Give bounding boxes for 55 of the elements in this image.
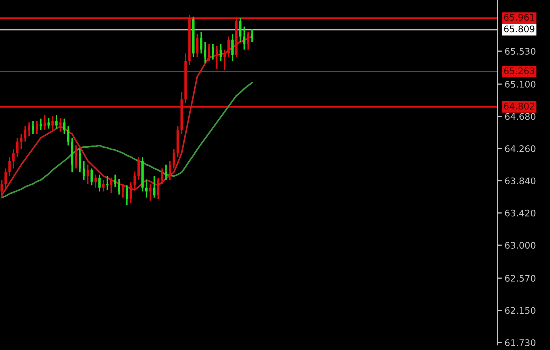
- candlestick: [122, 183, 124, 199]
- y-tick-label: 61.730: [505, 340, 536, 346]
- candlestick: [40, 118, 42, 132]
- y-tick-label: 63.420: [505, 210, 536, 217]
- candlestick: [149, 183, 152, 202]
- candlestick: [75, 145, 78, 170]
- candlestick: [204, 41, 207, 64]
- candlestick: [228, 36, 230, 58]
- y-tick-label: 64.680: [505, 113, 536, 120]
- candlestick: [8, 156, 11, 178]
- candlestick: [168, 160, 172, 181]
- candlestick: [71, 137, 74, 174]
- candlestick: [146, 180, 148, 199]
- candlestick: [216, 45, 218, 70]
- candlestick: [79, 148, 82, 174]
- y-tick-label: 62.570: [505, 275, 536, 282]
- candlestick: [28, 122, 31, 138]
- candlestick: [232, 34, 234, 62]
- candlestick: [16, 137, 19, 158]
- candlestick: [48, 117, 50, 130]
- candlestick: [161, 168, 164, 185]
- y-tick-label: 65.100: [505, 81, 536, 88]
- ref-line-label: 65.263: [504, 68, 535, 74]
- candlestick: [4, 168, 8, 189]
- candlestick: [90, 168, 94, 186]
- candlestick: [157, 177, 160, 200]
- candlestick: [247, 32, 250, 51]
- line-series: [1, 82, 254, 199]
- y-tick-label: 65.530: [505, 48, 536, 55]
- candlestick: [98, 174, 101, 192]
- ref-line-label: 65.809: [504, 26, 535, 33]
- candlestick: [86, 164, 90, 185]
- candlestick: [36, 120, 38, 135]
- ref-line-label: 65.961: [504, 14, 534, 21]
- candlestick: [59, 117, 62, 133]
- candlestick: [208, 44, 210, 62]
- candlestick: [138, 156, 140, 181]
- candlestick: [126, 184, 128, 206]
- y-tick-label: 64.260: [505, 146, 536, 152]
- y-tick-label: 63.840: [505, 178, 536, 185]
- candlestick: [32, 120, 34, 135]
- candlestick: [102, 180, 105, 192]
- candlestick: [94, 174, 98, 189]
- candlestick: [251, 28, 254, 43]
- candlestick: [56, 114, 58, 130]
- candlestick: [118, 178, 120, 196]
- candlestick: [114, 174, 117, 188]
- y-tick-label: 63.000: [505, 242, 536, 249]
- candlestick: [82, 160, 86, 181]
- ref-line-label: 64.802: [504, 103, 534, 110]
- candlestick: [212, 44, 214, 61]
- candlestick: [12, 148, 15, 170]
- candlestick: [52, 116, 54, 132]
- candlestick: [165, 164, 168, 181]
- y-tick-label: 62.150: [505, 307, 536, 314]
